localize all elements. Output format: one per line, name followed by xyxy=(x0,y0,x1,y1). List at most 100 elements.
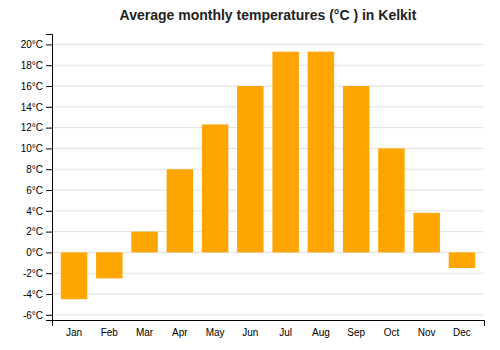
tick-label: 10°C xyxy=(21,143,43,154)
axis-line xyxy=(53,321,485,327)
tick-mark xyxy=(46,315,52,316)
tick-mark xyxy=(46,44,52,45)
tick-mark xyxy=(46,128,52,129)
bar xyxy=(61,252,87,299)
tick-mark xyxy=(46,232,52,233)
tick-label: 18°C xyxy=(21,60,43,71)
tick: -2°C xyxy=(23,268,52,279)
tick: Sep xyxy=(347,327,365,338)
y-axis: -6°C -4°C -2°C 0°C 2°C 4°C 6°C 8°C 10°C 12°C 14°C 1… xyxy=(21,35,53,321)
tick-label: 4°C xyxy=(26,206,43,217)
tick: 14°C xyxy=(21,102,52,113)
bar xyxy=(449,252,475,268)
tick-label: 16°C xyxy=(21,81,43,92)
tick-label: Nov xyxy=(418,327,436,338)
tick-label: Dec xyxy=(453,327,471,338)
tick: Jan xyxy=(66,327,82,338)
tick-label: Apr xyxy=(172,327,188,338)
tick: Feb xyxy=(101,327,119,338)
tick-label: May xyxy=(206,327,225,338)
grid-line xyxy=(52,127,484,128)
tick-mark xyxy=(46,107,52,108)
tick-mark xyxy=(46,273,52,274)
tick: -4°C xyxy=(23,289,52,300)
tick: Jul xyxy=(279,327,292,338)
bar xyxy=(272,52,298,253)
axis-line xyxy=(46,35,53,321)
tick-label: Oct xyxy=(384,327,400,338)
tick-mark xyxy=(46,169,52,170)
tick-label: -4°C xyxy=(23,289,43,300)
bars xyxy=(61,52,475,300)
bar xyxy=(167,169,193,252)
tick: Mar xyxy=(136,327,154,338)
tick-label: Aug xyxy=(312,327,330,338)
x-axis: Jan Feb Mar Apr May Jun Jul Aug Sep Oct Nov Dec xyxy=(53,321,485,339)
bar xyxy=(378,148,404,252)
tick: 20°C xyxy=(21,39,52,50)
grid-line xyxy=(52,65,484,66)
tick-mark xyxy=(46,65,52,66)
bar xyxy=(343,86,369,252)
tick-label: Jul xyxy=(279,327,292,338)
tick: Aug xyxy=(312,327,330,338)
bar xyxy=(237,86,263,252)
grid-line xyxy=(52,294,484,295)
tick-label: Jun xyxy=(242,327,258,338)
tick-label: 2°C xyxy=(26,226,43,237)
grid-line xyxy=(52,148,484,149)
tick-label: 14°C xyxy=(21,102,43,113)
tick-mark xyxy=(46,294,52,295)
bar xyxy=(96,252,122,278)
tick: Apr xyxy=(172,327,188,338)
grid-line xyxy=(52,86,484,87)
tick: Dec xyxy=(453,327,471,338)
bar xyxy=(413,213,439,253)
tick: Nov xyxy=(418,327,436,338)
tick-label: -6°C xyxy=(23,310,43,321)
tick-mark xyxy=(46,211,52,212)
tick: 0°C xyxy=(26,247,52,258)
tick-label: Mar xyxy=(136,327,154,338)
grid-line xyxy=(52,169,484,170)
chart: -6°C -4°C -2°C 0°C 2°C 4°C 6°C 8°C 10°C 12°C 14°C 1… xyxy=(0,0,500,350)
grid-line xyxy=(52,210,484,211)
tick: 8°C xyxy=(26,164,52,175)
grid-line xyxy=(52,314,484,315)
tick-label: Jan xyxy=(66,327,82,338)
grid-line xyxy=(52,44,484,45)
tick: Jun xyxy=(242,327,258,338)
tick-label: 6°C xyxy=(26,185,43,196)
page: {"chart_data": {"type": "bar", "title": … xyxy=(0,0,500,350)
tick: -6°C xyxy=(23,310,52,321)
tick: 18°C xyxy=(21,60,52,71)
tick-label: 20°C xyxy=(21,39,43,50)
tick-label: -2°C xyxy=(23,268,43,279)
tick-label: Sep xyxy=(347,327,365,338)
tick-label: Feb xyxy=(101,327,119,338)
title: Average monthly temperatures (°C ) in Ke… xyxy=(120,7,417,23)
tick: 6°C xyxy=(26,185,52,196)
tick-label: 12°C xyxy=(21,122,43,133)
tick-mark xyxy=(46,190,52,191)
plot: -6°C -4°C -2°C 0°C 2°C 4°C 6°C 8°C 10°C 12°C 14°C 1… xyxy=(21,35,485,339)
tick-mark xyxy=(46,148,52,149)
tick-label: 8°C xyxy=(26,164,43,175)
tick: 12°C xyxy=(21,122,52,133)
tick: Oct xyxy=(384,327,400,338)
tick-mark xyxy=(46,86,52,87)
tick-label: 0°C xyxy=(26,247,43,258)
tick: 10°C xyxy=(21,143,52,154)
tick: 2°C xyxy=(26,226,52,237)
bar xyxy=(131,232,157,253)
tick: 16°C xyxy=(21,81,52,92)
grid-line xyxy=(52,106,484,107)
tick: May xyxy=(206,327,225,338)
chart-container: -6°C -4°C -2°C 0°C 2°C 4°C 6°C 8°C 10°C 12°C 14°C 1… xyxy=(0,0,500,350)
grid xyxy=(52,44,484,314)
tick: 4°C xyxy=(26,206,52,217)
bar xyxy=(308,52,334,253)
tick-mark xyxy=(46,252,52,253)
grid-line xyxy=(52,190,484,191)
bar xyxy=(202,124,228,252)
